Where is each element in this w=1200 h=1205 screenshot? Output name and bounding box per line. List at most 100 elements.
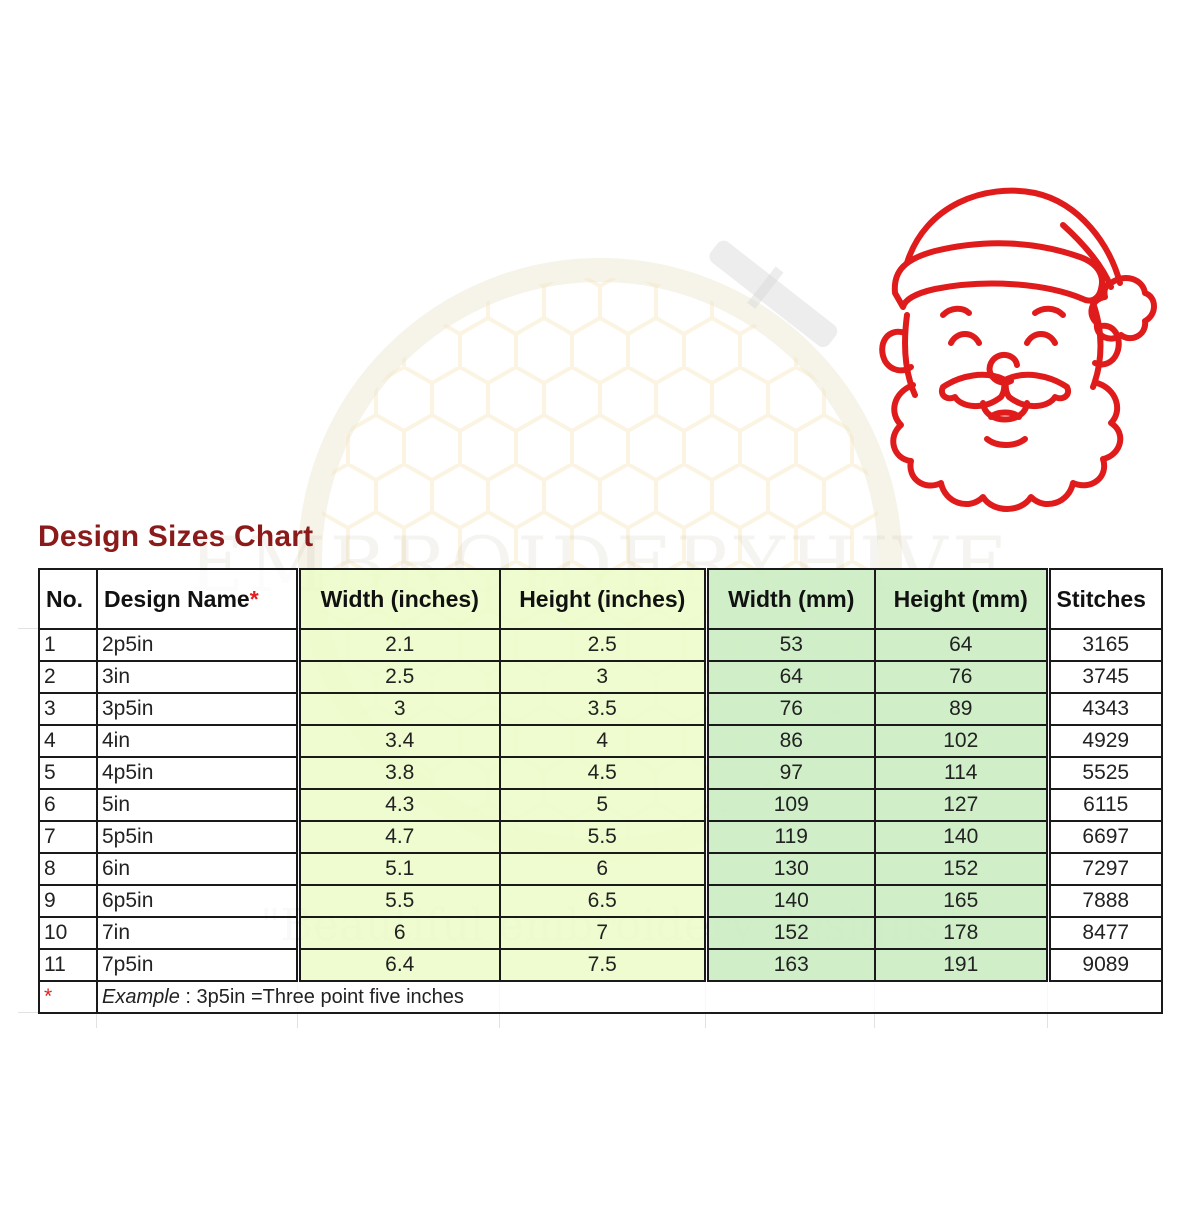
cell-no: 3 (38, 692, 98, 726)
table-row: 4 4in 3.4 4 86 102 4929 (38, 724, 1163, 758)
cell-stitches: 3165 (1045, 628, 1163, 662)
cell-no: 7 (38, 820, 98, 854)
cell-stitches: 8477 (1045, 916, 1163, 950)
cell-height-mm: 191 (874, 948, 1049, 982)
cell-stitches: 4929 (1045, 724, 1163, 758)
cell-width-mm: 140 (703, 884, 876, 918)
cell-no: 4 (38, 724, 98, 758)
cell-width-mm: 53 (703, 628, 876, 662)
table-row: 10 7in 6 7 152 178 8477 (38, 916, 1163, 950)
cell-height-inches: 3 (499, 660, 707, 694)
cell-width-inches: 6 (295, 916, 501, 950)
footnote-row: * Example : 3p5in =Three point five inch… (38, 980, 1163, 1014)
cell-width-inches: 4.3 (295, 788, 501, 822)
cell-height-inches: 3.5 (499, 692, 707, 726)
cell-no: 6 (38, 788, 98, 822)
cell-width-inches: 4.7 (295, 820, 501, 854)
table-row: 5 4p5in 3.8 4.5 97 114 5525 (38, 756, 1163, 790)
header-stitches: Stitches (1045, 568, 1163, 630)
table-row: 9 6p5in 5.5 6.5 140 165 7888 (38, 884, 1163, 918)
footnote-text: Example : 3p5in =Three point five inches (96, 980, 1163, 1014)
cell-no: 8 (38, 852, 98, 886)
cell-width-mm: 109 (703, 788, 876, 822)
table-row: 8 6in 5.1 6 130 152 7297 (38, 852, 1163, 886)
cell-height-mm: 152 (874, 852, 1049, 886)
cell-height-inches: 4 (499, 724, 707, 758)
cell-no: 9 (38, 884, 98, 918)
cell-no: 1 (38, 628, 98, 662)
cell-height-inches: 5.5 (499, 820, 707, 854)
cell-stitches: 4343 (1045, 692, 1163, 726)
cell-height-mm: 178 (874, 916, 1049, 950)
cell-height-inches: 2.5 (499, 628, 707, 662)
table-row: 7 5p5in 4.7 5.5 119 140 6697 (38, 820, 1163, 854)
cell-stitches: 3745 (1045, 660, 1163, 694)
cell-no: 5 (38, 756, 98, 790)
cell-width-mm: 119 (703, 820, 876, 854)
cell-height-inches: 7 (499, 916, 707, 950)
header-design-name-label: Design Name (104, 585, 250, 612)
cell-design-name: 3p5in (96, 692, 299, 726)
asterisk-marker: * (44, 985, 53, 1008)
cell-stitches: 9089 (1045, 948, 1163, 982)
cell-width-mm: 97 (703, 756, 876, 790)
cell-design-name: 6in (96, 852, 299, 886)
cell-height-mm: 127 (874, 788, 1049, 822)
cell-height-mm: 89 (874, 692, 1049, 726)
cell-width-inches: 3.8 (295, 756, 501, 790)
cell-design-name: 2p5in (96, 628, 299, 662)
cell-no: 10 (38, 916, 98, 950)
design-sizes-table: No. Design Name* Width (inches) Height (… (38, 568, 1163, 1014)
cell-stitches: 7888 (1045, 884, 1163, 918)
cell-width-inches: 5.1 (295, 852, 501, 886)
cell-width-mm: 64 (703, 660, 876, 694)
cell-stitches: 6115 (1045, 788, 1163, 822)
header-no: No. (38, 568, 98, 630)
cell-stitches: 5525 (1045, 756, 1163, 790)
cell-no: 2 (38, 660, 98, 694)
header-width-mm: Width (mm) (703, 568, 876, 630)
cell-design-name: 4in (96, 724, 299, 758)
table-header-row: No. Design Name* Width (inches) Height (… (38, 568, 1163, 630)
cell-width-inches: 2.5 (295, 660, 501, 694)
chart-title: Design Sizes Chart (38, 520, 314, 553)
cell-width-mm: 152 (703, 916, 876, 950)
santa-illustration (865, 175, 1165, 520)
cell-width-inches: 5.5 (295, 884, 501, 918)
cell-design-name: 5in (96, 788, 299, 822)
header-height-inches: Height (inches) (499, 568, 707, 630)
cell-height-inches: 6 (499, 852, 707, 886)
cell-design-name: 4p5in (96, 756, 299, 790)
header-design-name: Design Name* (96, 568, 299, 630)
cell-width-inches: 3.4 (295, 724, 501, 758)
cell-width-mm: 76 (703, 692, 876, 726)
asterisk-marker: * (249, 585, 259, 612)
cell-height-mm: 76 (874, 660, 1049, 694)
header-height-mm: Height (mm) (874, 568, 1049, 630)
cell-height-inches: 7.5 (499, 948, 707, 982)
santa-face-icon (879, 187, 1157, 512)
cell-height-mm: 114 (874, 756, 1049, 790)
table-row: 3 3p5in 3 3.5 76 89 4343 (38, 692, 1163, 726)
cell-design-name: 6p5in (96, 884, 299, 918)
cell-height-mm: 64 (874, 628, 1049, 662)
cell-height-inches: 6.5 (499, 884, 707, 918)
cell-height-inches: 4.5 (499, 756, 707, 790)
cell-design-name: 7in (96, 916, 299, 950)
cell-design-name: 3in (96, 660, 299, 694)
cell-height-mm: 140 (874, 820, 1049, 854)
footnote-body: : 3p5in =Three point five inches (179, 985, 464, 1008)
table-row: 11 7p5in 6.4 7.5 163 191 9089 (38, 948, 1163, 982)
cell-width-inches: 2.1 (295, 628, 501, 662)
cell-stitches: 6697 (1045, 820, 1163, 854)
table-row: 2 3in 2.5 3 64 76 3745 (38, 660, 1163, 694)
cell-width-inches: 3 (295, 692, 501, 726)
cell-stitches: 7297 (1045, 852, 1163, 886)
table-row: 6 5in 4.3 5 109 127 6115 (38, 788, 1163, 822)
cell-width-inches: 6.4 (295, 948, 501, 982)
cell-no: 11 (38, 948, 98, 982)
table-row: 1 2p5in 2.1 2.5 53 64 3165 (38, 628, 1163, 662)
cell-height-mm: 165 (874, 884, 1049, 918)
footnote-marker-cell: * (38, 980, 98, 1014)
